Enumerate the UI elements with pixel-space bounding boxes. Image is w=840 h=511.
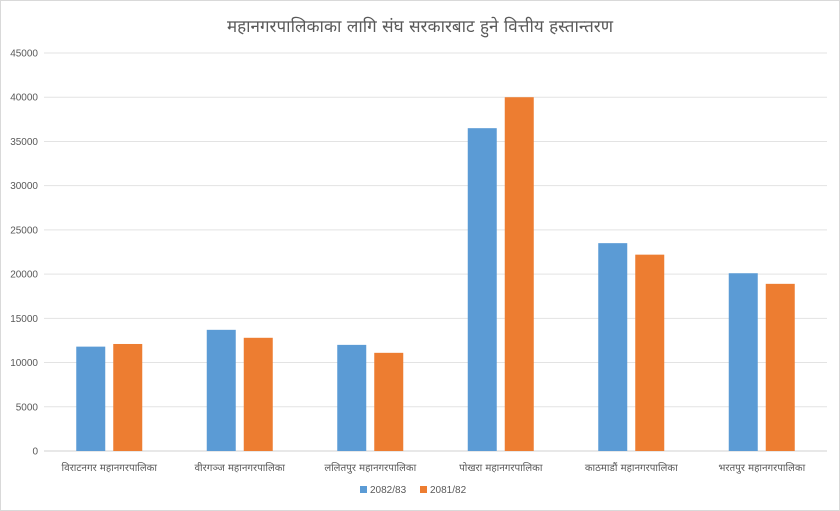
legend-label: 2082/83 [370, 485, 407, 496]
gridlines [44, 52, 827, 452]
x-category-label: विराटनगर महानगरपालिका [62, 462, 158, 474]
y-tick-label: 10000 [10, 358, 38, 369]
x-category-label: पोखरा महानगरपालिका [459, 462, 543, 474]
bar-2081-82-2 [374, 352, 404, 451]
x-category-label: काठमाडौं महानगरपालिका [585, 462, 678, 474]
legend-swatch [420, 486, 427, 493]
bar-2082-83-0 [76, 346, 106, 451]
bar-2081-82-4 [635, 254, 665, 451]
x-category-label: भरतपुर महानगरपालिका [718, 462, 805, 474]
bar-2082-83-3 [467, 128, 497, 451]
bar-2081-82-0 [113, 343, 143, 451]
bar-2082-83-2 [337, 344, 367, 451]
y-tick-label: 25000 [10, 225, 38, 236]
y-tick-label: 15000 [10, 314, 38, 325]
y-tick-label: 35000 [10, 137, 38, 148]
y-tick-label: 45000 [10, 49, 38, 60]
y-axis-ticks: 0 5000 10000 15000 20000 25000 30000 35000 40000… [10, 49, 38, 458]
y-tick-label: 40000 [10, 93, 38, 104]
bars [76, 97, 795, 451]
bar-2081-82-3 [504, 97, 534, 451]
legend-label: 2081/82 [430, 485, 467, 496]
bar-2082-83-4 [598, 243, 628, 451]
chart-title: महानगरपालिकाका लागि संघ सरकारबाट हुने वि… [227, 16, 614, 38]
legend-swatch [360, 486, 367, 493]
bar-2081-82-1 [243, 337, 273, 451]
x-category-label: ललितपुर महानगरपालिका [324, 462, 416, 474]
legend: 2082/83 2081/82 [360, 485, 467, 496]
x-axis-categories: विराटनगर महानगरपालिका वीरगञ्ज महानगरपालिक… [62, 462, 806, 474]
bar-2082-83-1 [206, 329, 236, 451]
y-tick-label: 5000 [16, 402, 39, 413]
x-category-label: वीरगञ्ज महानगरपालिका [194, 462, 285, 474]
y-tick-label: 20000 [10, 270, 38, 281]
y-tick-label: 0 [32, 447, 38, 458]
bar-2082-83-5 [728, 273, 758, 451]
y-tick-label: 30000 [10, 181, 38, 192]
bar-2081-82-5 [765, 283, 795, 451]
